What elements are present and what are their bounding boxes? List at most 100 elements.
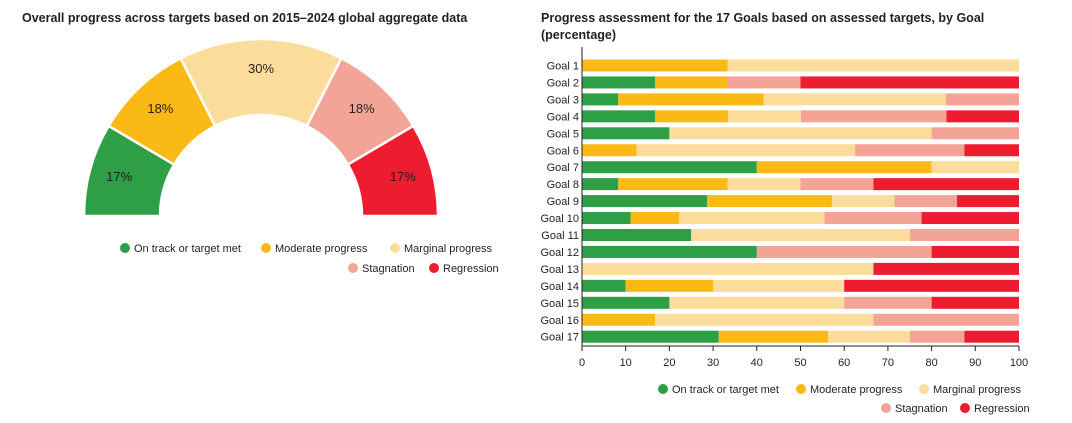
category-label: Goal 11 xyxy=(541,230,579,242)
bar-segment-moderate xyxy=(718,330,829,343)
bar-segment-moderate xyxy=(582,59,728,72)
bar-segment-moderate xyxy=(582,144,637,157)
bar-segment-on_track xyxy=(582,93,619,106)
bar-segment-regression xyxy=(844,279,1019,292)
gauge-slice-label: 30% xyxy=(248,61,274,76)
category-label: Goal 8 xyxy=(547,179,579,191)
category-label: Goal 15 xyxy=(540,298,579,310)
category-label: Goal 7 xyxy=(547,162,579,174)
bar-segment-marginal xyxy=(582,262,874,275)
bar-segment-moderate xyxy=(654,110,728,123)
bar-segment-stagnation xyxy=(800,110,947,123)
gauge-slice-label: 18% xyxy=(147,101,173,116)
bar-segment-regression xyxy=(873,262,1019,275)
category-label: Goal 3 xyxy=(547,94,579,106)
gauge-slice-regression xyxy=(346,124,440,218)
x-tick-label: 0 xyxy=(579,357,585,369)
category-label: Goal 5 xyxy=(547,128,579,140)
bar-segment-marginal xyxy=(727,59,1019,72)
legend-label-stagnation: Stagnation xyxy=(362,263,415,275)
gauge-slice-label: 18% xyxy=(349,101,375,116)
bar-segment-stagnation xyxy=(894,195,957,208)
legend-label-marginal: Marginal progress xyxy=(933,384,1022,396)
legend-swatch-regression xyxy=(429,263,439,273)
bar-segment-stagnation xyxy=(844,296,932,309)
legend-swatch-stagnation xyxy=(348,263,358,273)
bar-segment-marginal xyxy=(669,127,932,140)
bar-segment-marginal xyxy=(831,195,895,208)
bar-segment-regression xyxy=(921,212,1019,225)
legend-swatch-marginal xyxy=(919,384,929,394)
legend-label-moderate: Moderate progress xyxy=(810,384,903,396)
x-tick-label: 60 xyxy=(838,357,850,369)
bar-segment-stagnation xyxy=(946,93,1019,106)
bar-segment-regression xyxy=(931,296,1019,309)
bar-segment-moderate xyxy=(582,313,655,326)
bar-segment-marginal xyxy=(636,144,856,157)
bar-segment-marginal xyxy=(654,313,874,326)
x-tick-label: 10 xyxy=(620,357,632,369)
bar-segment-on_track xyxy=(582,178,619,191)
legend-label-regression: Regression xyxy=(974,403,1030,415)
bar-segment-on_track xyxy=(582,229,692,241)
category-label: Goal 13 xyxy=(540,264,579,276)
gauge-legend: On track or target met Moderate progress M… xyxy=(120,243,499,275)
bar-segment-moderate xyxy=(630,212,680,225)
bar-segment-stagnation xyxy=(855,144,965,157)
x-axis: 0 10 20 30 40 50 60 70 80 90 100 xyxy=(579,47,1028,369)
bar-segment-on_track xyxy=(582,127,670,140)
bar-segment-on_track xyxy=(582,161,757,174)
legend-label-regression: Regression xyxy=(443,263,499,275)
bar-segment-moderate xyxy=(625,279,714,292)
bar-segment-regression xyxy=(800,76,1019,89)
legend-swatch-stagnation xyxy=(881,403,891,413)
x-tick-label: 20 xyxy=(663,357,675,369)
legend-swatch-marginal xyxy=(390,243,400,253)
bar-segment-stagnation xyxy=(873,313,1019,326)
x-tick-label: 30 xyxy=(707,357,719,369)
bar-segment-marginal xyxy=(931,161,1019,174)
x-tick-label: 80 xyxy=(925,357,937,369)
bar-segment-moderate xyxy=(618,178,728,191)
bar-segment-marginal xyxy=(828,330,910,343)
category-label: Goal 2 xyxy=(547,77,579,89)
category-label: Goal 10 xyxy=(540,213,579,225)
category-label: Goal 4 xyxy=(547,111,579,123)
bar-segment-on_track xyxy=(582,195,707,208)
category-label: Goal 17 xyxy=(540,332,579,344)
bar-segment-regression xyxy=(956,195,1019,208)
x-tick-label: 90 xyxy=(969,357,981,369)
x-tick-label: 50 xyxy=(794,357,806,369)
bar-segment-on_track xyxy=(582,296,670,309)
category-label: Goal 6 xyxy=(547,145,579,157)
legend-label-on_track: On track or target met xyxy=(134,243,241,255)
legend-swatch-on_track xyxy=(658,384,668,394)
bar-chart-title: Progress assessment for the 17 Goals bas… xyxy=(541,11,985,42)
bar-segment-stagnation xyxy=(756,245,932,258)
bar-segment-stagnation xyxy=(800,178,874,191)
bar-segment-marginal xyxy=(669,296,845,309)
x-tick-label: 100 xyxy=(1010,357,1028,369)
bar-segment-stagnation xyxy=(909,330,965,343)
bar-rows: Goal 1 Goal 2 Goal 3 Goal 4 Goal 5 Goal 6 Goal… xyxy=(540,59,1019,344)
bar-segment-stagnation xyxy=(824,212,922,225)
bar-segment-regression xyxy=(873,178,1019,191)
category-label: Goal 12 xyxy=(540,247,579,259)
bar-segment-regression xyxy=(964,330,1019,343)
gauge-chart-title: Overall progress across targets based on… xyxy=(22,11,468,25)
bar-segment-on_track xyxy=(582,76,655,89)
x-tick-label: 70 xyxy=(882,357,894,369)
x-tick-label: 40 xyxy=(751,357,763,369)
legend-label-on_track: On track or target met xyxy=(672,384,779,396)
legend-label-marginal: Marginal progress xyxy=(404,243,493,255)
legend-label-moderate: Moderate progress xyxy=(275,243,368,255)
bar-segment-marginal xyxy=(713,279,845,292)
bar-segment-moderate xyxy=(654,76,728,89)
legend-swatch-regression xyxy=(960,403,970,413)
category-label: Goal 16 xyxy=(540,315,579,327)
bar-segment-on_track xyxy=(582,245,757,258)
bar-segment-marginal xyxy=(679,212,825,225)
bar-segment-on_track xyxy=(582,279,626,292)
bar-segment-on_track xyxy=(582,330,719,343)
